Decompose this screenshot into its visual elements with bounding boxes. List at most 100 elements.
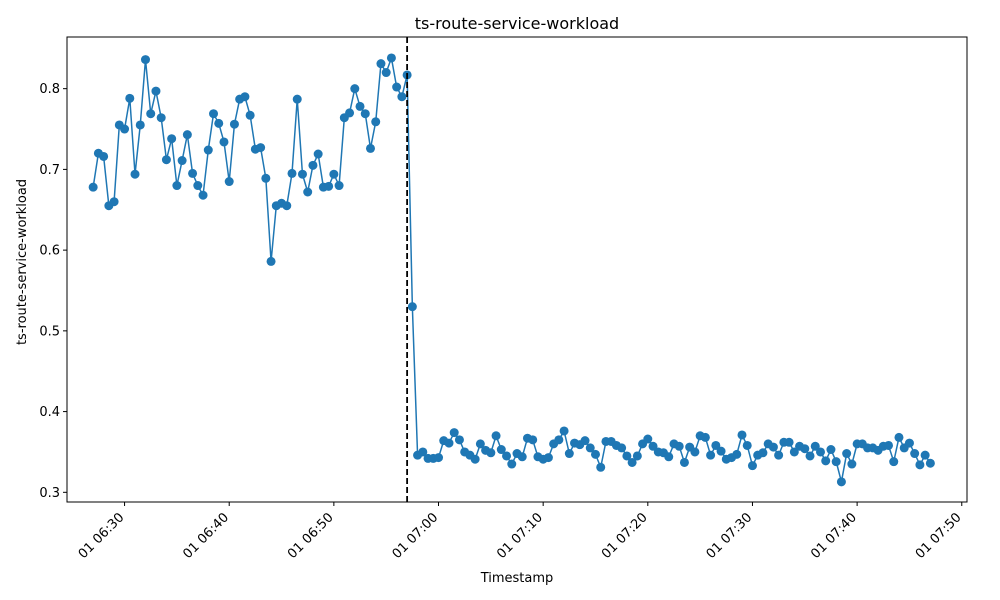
data-point — [632, 451, 642, 461]
x-tick-label: 01 06:40 — [180, 510, 232, 562]
data-point — [282, 201, 292, 211]
data-point — [454, 435, 464, 445]
data-point — [151, 86, 161, 96]
data-point — [831, 457, 841, 467]
data-point — [287, 168, 297, 178]
data-point — [365, 143, 375, 153]
x-tick-label: 01 06:30 — [76, 510, 128, 562]
data-point — [486, 448, 496, 458]
data-point — [308, 160, 318, 170]
data-point — [627, 457, 637, 467]
data-point — [470, 454, 480, 464]
data-point — [679, 457, 689, 467]
data-point — [350, 84, 360, 94]
x-tick-label: 01 07:00 — [390, 510, 442, 562]
data-point — [732, 449, 742, 459]
data-point — [884, 440, 894, 450]
data-point — [345, 108, 355, 118]
data-point — [590, 449, 600, 459]
data-point — [502, 451, 512, 461]
data-point — [329, 169, 339, 179]
x-tick-label: 01 06:50 — [285, 510, 337, 562]
data-point — [256, 143, 266, 153]
data-point — [742, 440, 752, 450]
data-point — [161, 155, 171, 165]
data-point — [418, 447, 428, 457]
data-point — [261, 173, 271, 183]
data-point — [789, 447, 799, 457]
data-point — [146, 109, 156, 119]
data-point — [140, 55, 150, 65]
data-point — [172, 181, 182, 191]
data-point — [209, 109, 219, 119]
data-point — [821, 456, 831, 466]
data-point — [543, 453, 553, 463]
data-point — [198, 190, 208, 200]
data-point — [360, 109, 370, 119]
data-point — [355, 101, 365, 111]
data-point — [810, 441, 820, 451]
data-point — [617, 443, 627, 453]
y-tick-label: 0.4 — [39, 405, 60, 420]
data-point — [904, 438, 914, 448]
data-point — [915, 460, 925, 470]
data-point — [496, 445, 506, 455]
data-point — [156, 113, 166, 123]
y-tick-label: 0.8 — [39, 82, 60, 97]
data-point — [177, 156, 187, 166]
plot-area — [66, 36, 968, 503]
data-point — [674, 441, 684, 451]
data-point — [925, 458, 935, 468]
data-point — [397, 92, 407, 102]
data-point — [596, 462, 606, 472]
chart-title: ts-route-service-workload — [415, 14, 619, 33]
data-point — [219, 137, 229, 147]
x-axis: 01 06:30 01 06:40 01 06:50 01 07:00 01 07:10… — [76, 502, 965, 562]
data-point — [125, 93, 135, 103]
data-point — [774, 450, 784, 460]
data-point — [836, 477, 846, 487]
data-point — [528, 435, 538, 445]
data-point — [554, 435, 564, 445]
x-tick-label: 01 07:10 — [494, 510, 546, 562]
data-point — [706, 450, 716, 460]
data-point — [240, 92, 250, 102]
data-point — [376, 59, 386, 69]
data-point — [449, 428, 459, 438]
x-tick-label: 01 07:40 — [808, 510, 860, 562]
data-point — [188, 168, 198, 178]
data-point — [88, 182, 98, 192]
y-tick-label: 0.5 — [39, 324, 60, 339]
data-point — [585, 443, 595, 453]
data-point — [99, 151, 109, 161]
data-point — [386, 53, 396, 63]
data-point — [700, 432, 710, 442]
data-point — [580, 436, 590, 446]
data-point — [303, 187, 313, 197]
data-point — [313, 149, 323, 159]
data-point — [130, 169, 140, 179]
data-point — [842, 449, 852, 459]
data-point — [910, 449, 920, 459]
data-point — [203, 145, 213, 155]
data-point — [444, 438, 454, 448]
data-point — [392, 82, 402, 92]
data-point — [711, 440, 721, 450]
data-point — [737, 430, 747, 440]
data-point — [292, 94, 302, 104]
x-tick-label: 01 07:50 — [913, 510, 965, 562]
y-axis-label: ts-route-service-workload — [15, 179, 30, 345]
data-point — [559, 426, 569, 436]
data-point — [491, 431, 501, 441]
data-point — [109, 197, 119, 207]
data-point — [758, 448, 768, 458]
data-point — [381, 68, 391, 78]
data-point — [224, 177, 234, 187]
plot-frame — [66, 36, 968, 503]
data-point — [889, 457, 899, 467]
x-tick-label: 01 07:20 — [599, 510, 651, 562]
data-point — [815, 447, 825, 457]
data-point — [334, 181, 344, 191]
data-point — [716, 446, 726, 456]
data-point — [507, 459, 517, 469]
